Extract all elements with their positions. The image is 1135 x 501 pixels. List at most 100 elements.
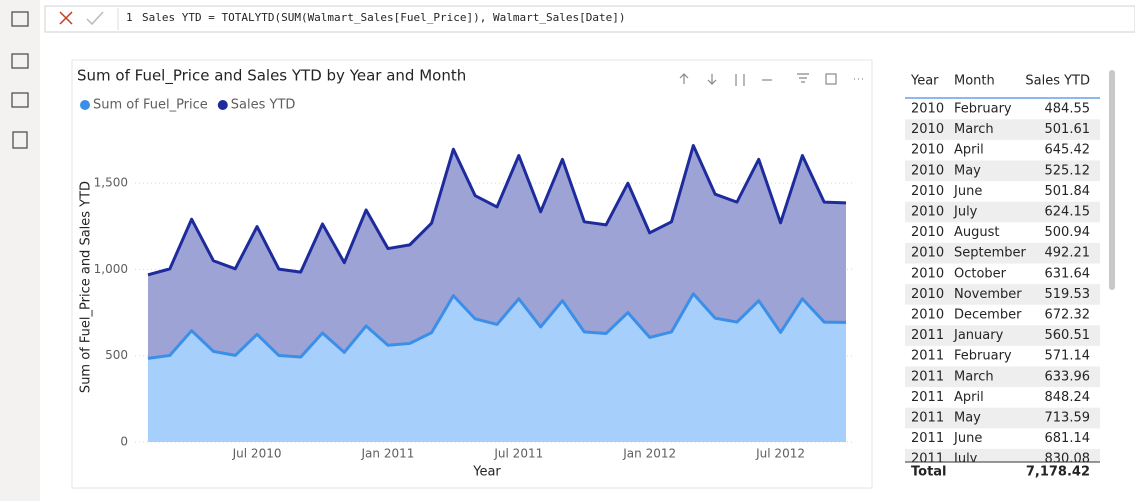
table-cell: March [954,369,994,384]
table-cell: November [954,287,1022,302]
x-tick-label: Jul 2011 [493,447,543,461]
table-cell: 2010 [911,205,944,220]
y-axis-title: Sum of Fuel_Price and Sales YTD [79,181,94,393]
x-tick-label: Jan 2011 [361,447,415,461]
line-number: 1 [126,11,133,24]
row-band [905,325,1100,346]
x-tick-label: Jul 2012 [755,447,805,461]
table-cell: July [953,205,978,220]
model-view-icon[interactable] [11,92,29,108]
table-cell: 2010 [911,102,944,117]
table-cell: 560.51 [1045,328,1091,343]
table-cell: May [954,411,981,426]
table-cell: 2011 [911,369,944,384]
table-cell: 501.61 [1045,122,1091,137]
table-cell: 525.12 [1045,163,1091,178]
table-cell: August [954,225,1000,240]
dax-view-icon[interactable] [12,131,28,149]
table-cell: 2010 [911,143,944,158]
table-cell: 2010 [911,184,944,199]
table-cell: 624.15 [1045,205,1091,220]
row-band [905,201,1100,223]
table-cell: 672.32 [1045,308,1091,323]
row-band [905,284,1100,305]
table-cell: 633.96 [1045,369,1091,384]
table-cell: July [953,452,978,467]
table-cell: 2010 [911,163,944,178]
formula: Sales YTD = TOTALYTD(SUM(Walmart_Sales[F… [142,11,625,24]
table-cell: 2010 [911,122,944,137]
x-axis-title: Year [472,465,501,480]
area [148,293,846,442]
total-label: Total [911,465,947,480]
table-cell: 2011 [911,411,944,426]
legend-marker [217,100,228,110]
table-cell: 2010 [911,246,944,261]
row-band [905,242,1100,264]
table-cell: May [954,163,981,178]
table-cell: 713.59 [1045,411,1091,426]
cancel-icon[interactable] [59,11,73,25]
row-band [905,160,1100,182]
table-cell: March [954,122,994,137]
table-cell: 492.21 [1045,246,1091,261]
y-tick-label: 500 [105,348,128,362]
table-cell: October [954,266,1007,281]
table-cell: 2010 [911,225,944,240]
y-tick-label: 1,500 [94,176,128,190]
line [147,144,847,277]
table-cell: January [953,328,1004,343]
table-cell: 500.94 [1045,225,1091,240]
x-tick-label: Jul 2010 [232,447,282,461]
table-cell: 2011 [911,328,944,343]
report-view-icon[interactable] [11,11,29,27]
table-cell: December [954,308,1022,323]
legend-entry: Sales YTD [231,98,296,113]
table-cell: 645.42 [1045,143,1091,158]
line [147,292,847,360]
table-cell: 484.55 [1045,102,1091,117]
row-band [905,448,1100,462]
table-cell: 2010 [911,266,944,281]
table-cell: 848.24 [1045,390,1091,405]
table-view-icon[interactable] [11,53,29,69]
table-cell: 681.14 [1045,431,1091,446]
commit-icon[interactable] [86,11,104,26]
legend-entry: Sum of Fuel_Price [93,98,208,113]
column-header: Sales YTD [1025,74,1090,89]
table-cell: September [954,246,1027,261]
table-cell: 2011 [911,390,944,405]
table-cell: February [954,349,1012,364]
table-cell: April [954,143,984,158]
table-cell: April [954,390,984,405]
chart: 0 500 1,000 1,500 Jul 2010 Jan 2011 Jul 2011 Ja… [80,98,852,461]
table-cell: February [954,102,1012,117]
row-band [905,366,1100,388]
table-cell: 501.84 [1045,184,1091,199]
y-tick-label: 1,000 [94,262,128,276]
table-cell: 2011 [911,349,944,364]
column-header: Month [954,74,995,89]
table-cell: 519.53 [1045,287,1091,302]
table-body: 2010 February 484.55 2010 March 501.61 2010 Apr… [905,102,1100,467]
table-cell: 2011 [911,431,944,446]
y-tick-label: 0 [120,435,128,449]
visual-toolbar [679,73,863,86]
table-cell: 2010 [911,308,944,323]
table-cell: 2010 [911,287,944,302]
table-cell: June [953,431,982,446]
table-cell: June [953,184,982,199]
row-band [905,119,1100,140]
row-band [905,407,1100,429]
table-cell: 830.08 [1045,452,1091,467]
nav-bar [0,0,40,501]
x-tick-label: Jan 2012 [622,447,676,461]
formula-bar[interactable] [44,5,1135,33]
area [148,145,846,359]
scrollbar[interactable] [1109,70,1115,290]
column-header: Year [910,74,939,89]
total-value: 7,178.42 [1026,465,1090,480]
chart-title: Sum of Fuel_Price and Sales YTD by Year … [77,67,466,86]
